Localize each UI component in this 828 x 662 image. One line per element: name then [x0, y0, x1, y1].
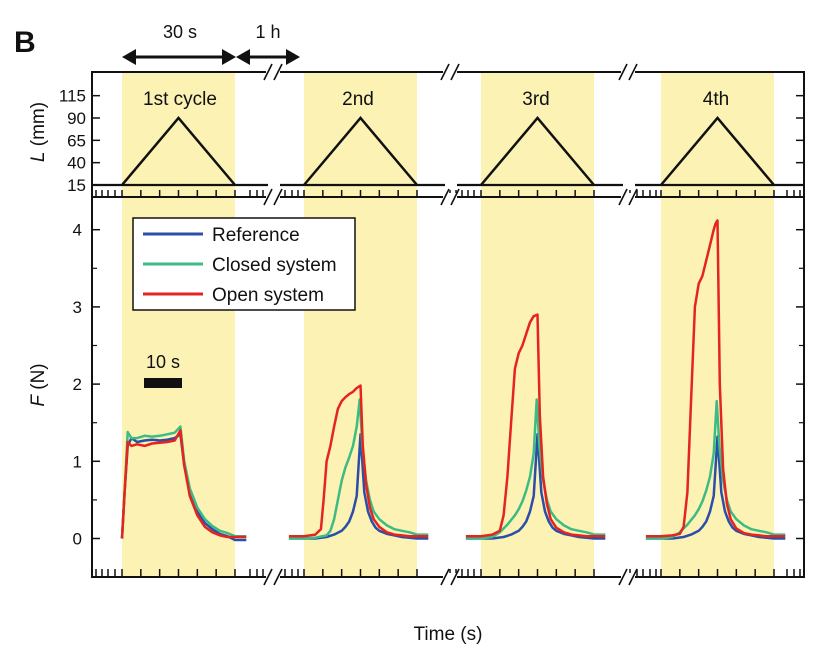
length-axis-var: L: [28, 152, 49, 163]
rest-span-annotation: 1 h: [236, 22, 300, 65]
length-y-tick-label: 115: [59, 87, 86, 106]
scale-bar-rect: [144, 378, 182, 388]
length-y-tick-label: 40: [67, 154, 86, 173]
series-closed-system-cycle-4: [645, 399, 786, 540]
length-profile-cycle-1: [121, 116, 236, 186]
scale-bar-label: 10 s: [146, 352, 180, 372]
force-axis-var: F: [28, 394, 49, 407]
cycle-shade-layer: [122, 72, 774, 577]
axis-break-mask: [443, 193, 457, 201]
series-closed-system-cycle-3: [465, 398, 606, 540]
length-y-tick-label: 65: [67, 131, 86, 150]
force-y-tick-label: 4: [73, 221, 82, 240]
legend-label-closed: Closed system: [212, 255, 337, 276]
axis-break-mask: [266, 573, 280, 581]
force-y-axis-label: F (N): [28, 363, 49, 406]
axis-break-mask: [443, 573, 457, 581]
axis-break-mark: [263, 188, 273, 206]
axis-break-mask: [266, 193, 280, 201]
force-series-layer: [120, 219, 786, 542]
svg-text:L (mm): L (mm): [28, 102, 49, 162]
series-open-system-cycle-2: [288, 384, 429, 538]
length-y-axis-label: L (mm): [28, 102, 49, 162]
length-profile-layer: [92, 116, 804, 187]
force-y-tick-label: 1: [73, 452, 82, 471]
length-profile-cycle-4: [660, 116, 775, 186]
axis-break-mark: [440, 188, 450, 206]
y-tick-layer: 15 40 65 90 115 0 1 2 3 4: [59, 87, 804, 549]
length-y-tick-label: 90: [67, 109, 86, 128]
force-axis-unit: (N): [28, 363, 49, 389]
axis-break-mask: [443, 68, 457, 76]
axis-break-mark: [440, 568, 450, 586]
scale-bar: 10 s: [144, 352, 182, 388]
force-y-tick-label: 3: [73, 298, 82, 317]
cycle-label-2: 2nd: [342, 89, 374, 110]
length-axis-unit: (mm): [28, 102, 49, 146]
force-y-tick-label: 0: [73, 530, 82, 549]
length-profile-cycle-3: [480, 116, 595, 186]
axis-break-mark: [440, 63, 450, 81]
cycle-span-annotation: 30 s: [122, 22, 236, 65]
cycle-shade-1: [122, 72, 235, 577]
series-open-system-cycle-3: [465, 313, 606, 538]
series-closed-system-cycle-2: [288, 398, 429, 540]
cycle-label-3: 3rd: [522, 89, 549, 110]
axis-break-mark: [450, 188, 460, 206]
svg-text:F (N): F (N): [28, 363, 49, 406]
axis-break-mark: [628, 568, 638, 586]
legend-label-open: Open system: [212, 285, 324, 306]
axis-break-mark: [618, 63, 628, 81]
cycle-span-label: 30 s: [163, 22, 197, 42]
axis-break-mark: [618, 188, 628, 206]
axis-break-mask: [621, 68, 635, 76]
legend-label-reference: Reference: [212, 225, 300, 246]
series-open-system-cycle-1: [120, 429, 247, 539]
cycle-labels: 1st cycle 2nd 3rd 4th: [143, 89, 729, 110]
rest-span-label: 1 h: [255, 22, 280, 42]
length-y-tick-label: 15: [67, 176, 86, 195]
axis-break-mark: [450, 63, 460, 81]
cycle-label-1: 1st cycle: [143, 89, 217, 110]
axis-break-mask: [266, 68, 280, 76]
cycle-shade-4: [661, 72, 774, 577]
axis-break-mark: [628, 188, 638, 206]
x-axis-label: Time (s): [414, 624, 483, 645]
cycle-label-4: 4th: [703, 89, 729, 110]
axis-break-mark: [628, 63, 638, 81]
force-y-tick-label: 2: [73, 375, 82, 394]
legend: Reference Closed system Open system: [132, 217, 356, 311]
axis-break-mark: [273, 63, 283, 81]
axis-break-mark: [263, 63, 273, 81]
cycle-shade-2: [304, 72, 417, 577]
panel-letter: B: [14, 26, 36, 59]
series-closed-system-cycle-1: [120, 425, 247, 539]
axis-break-mask: [621, 193, 635, 201]
axis-break-mark: [450, 568, 460, 586]
axis-break-mark: [263, 568, 273, 586]
series-open-system-cycle-4: [645, 219, 786, 538]
axis-break-layer: [263, 63, 638, 586]
axis-break-mark: [618, 568, 628, 586]
length-profile-cycle-2: [303, 116, 418, 186]
axis-break-mark: [273, 188, 283, 206]
axis-break-mark: [273, 568, 283, 586]
axis-break-mask: [621, 573, 635, 581]
